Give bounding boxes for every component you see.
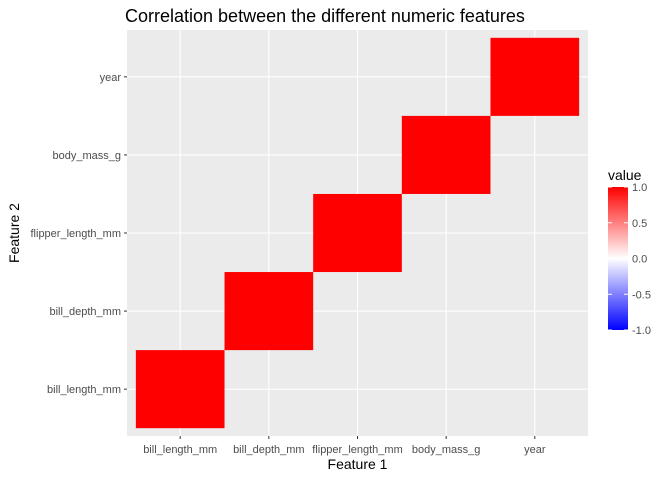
legend-title: value [608, 167, 642, 183]
chart-title: Correlation between the different numeri… [125, 6, 525, 26]
legend-tick-label: -1.0 [632, 325, 651, 337]
x-tick-label: bill_length_mm [143, 444, 217, 456]
y-axis-title: Feature 2 [6, 203, 22, 263]
heatmap-cells [135, 37, 580, 429]
y-tick-label: bill_length_mm [47, 384, 121, 396]
y-axis: bill_length_mm bill_depth_mm flipper_lengt… [31, 72, 127, 396]
legend-ticks: 1.0 0.5 0.0 -0.5 -1.0 [608, 182, 651, 337]
legend-tick-label: 0.5 [632, 218, 647, 230]
legend-colorbar [608, 187, 628, 330]
y-tick-label: year [100, 72, 122, 84]
y-tick-label: bill_depth_mm [49, 306, 121, 318]
y-tick-label: flipper_length_mm [31, 228, 122, 240]
x-axis-title: Feature 1 [328, 456, 388, 472]
heatmap-cell [313, 193, 402, 273]
x-tick-label: year [524, 444, 546, 456]
x-axis: bill_length_mm bill_depth_mm flipper_lengt… [143, 436, 546, 456]
heatmap-cell [401, 115, 491, 194]
x-tick-label: bill_depth_mm [233, 444, 305, 456]
x-tick-label: body_mass_g [412, 444, 481, 456]
legend-tick-label: 1.0 [632, 182, 647, 194]
heatmap-cell [490, 37, 580, 116]
x-tick-label: flipper_length_mm [312, 444, 403, 456]
heatmap-cell [135, 350, 225, 429]
legend-tick-label: 0.0 [632, 254, 647, 266]
color-legend: value 1.0 0.5 0.0 -0.5 -1.0 [608, 167, 651, 337]
heatmap-cell [224, 272, 314, 351]
legend-tick-label: -0.5 [632, 289, 651, 301]
y-tick-label: body_mass_g [53, 150, 122, 162]
